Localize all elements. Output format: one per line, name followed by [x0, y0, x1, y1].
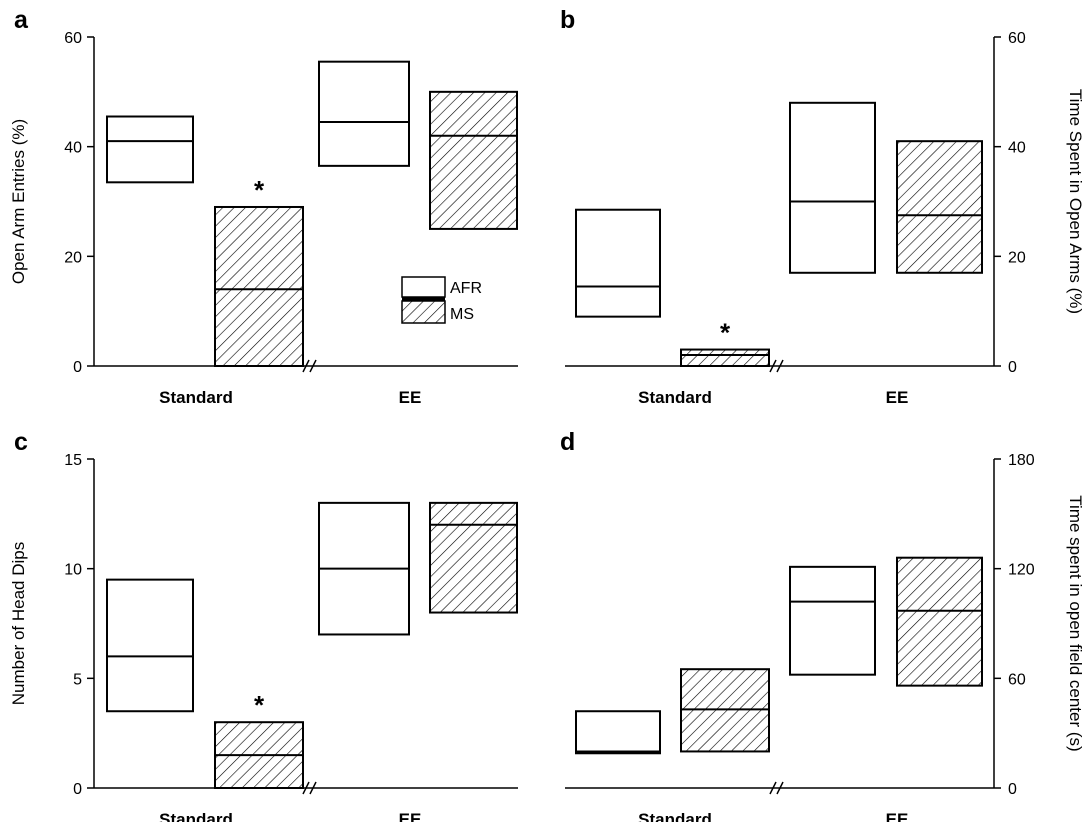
axis-break-mark	[776, 781, 784, 795]
significance-star: *	[254, 175, 265, 205]
significance-star: *	[720, 318, 731, 348]
panels: a 0 20 40 60 Open Arm Entries (%) Standard EE * A…	[9, 6, 1085, 822]
legend-afr-label: AFR	[450, 280, 482, 297]
category-label: EE	[886, 810, 909, 822]
category-label: Standard	[638, 810, 712, 822]
y-tick-label: 120	[1008, 562, 1035, 579]
y-tick-label: 40	[1008, 140, 1026, 157]
significance-star: *	[254, 690, 265, 720]
legend-ms-label: MS	[450, 306, 474, 323]
y-tick-label: 60	[1008, 671, 1026, 688]
afr-box	[106, 115, 194, 184]
panel-letter: b	[560, 6, 575, 34]
panel-a: a 0 20 40 60 Open Arm Entries (%) Standard EE * A…	[9, 6, 518, 407]
panel-letter: d	[560, 428, 575, 456]
legend-afr-swatch	[401, 276, 446, 298]
axis-break-mark	[769, 781, 777, 795]
y-axis-title: Time Spent in Open Arms (%)	[1066, 89, 1085, 314]
afr-box	[575, 208, 661, 318]
afr-box	[789, 565, 876, 676]
panel-c: c 0 5 10 15 Number of Head Dips Standard EE *	[9, 428, 518, 822]
afr-box	[106, 578, 194, 713]
axis-break-mark	[302, 781, 310, 795]
y-tick-label: 20	[1008, 249, 1026, 266]
axis-break-mark	[776, 359, 784, 373]
axis-break-mark	[769, 359, 777, 373]
ms-box	[896, 140, 983, 274]
axis-break-mark	[302, 359, 310, 373]
ms-box	[896, 556, 983, 687]
y-tick-label: 0	[1008, 359, 1017, 376]
afr-box	[789, 101, 876, 274]
y-tick-label: 180	[1008, 452, 1035, 469]
legend: AFR MS	[401, 276, 482, 324]
y-tick-label: 10	[64, 562, 82, 579]
axis-break-mark	[309, 781, 317, 795]
y-tick-label: 60	[64, 30, 82, 47]
panel-b: b 0 20 40 60 Time Spent in Open Arms (%) Stand…	[560, 6, 1085, 407]
y-tick-label: 0	[1008, 781, 1017, 798]
y-axis-title: Time spent in open field center (s)	[1066, 495, 1085, 751]
afr-box	[318, 60, 410, 167]
ms-box	[680, 348, 770, 367]
panel-letter: a	[14, 6, 29, 34]
y-axis-title: Open Arm Entries (%)	[9, 119, 28, 284]
panel-letter: c	[14, 428, 28, 456]
category-label: Standard	[159, 810, 233, 822]
y-tick-label: 20	[64, 249, 82, 266]
axis-break-mark	[309, 359, 317, 373]
category-label: EE	[399, 388, 422, 407]
ms-box	[429, 501, 518, 614]
category-label: EE	[399, 810, 422, 822]
category-label: Standard	[159, 388, 233, 407]
y-tick-label: 40	[64, 140, 82, 157]
y-tick-label: 60	[1008, 30, 1026, 47]
y-tick-label: 5	[73, 671, 82, 688]
legend-ms-swatch	[401, 300, 446, 324]
afr-box	[575, 710, 661, 755]
y-axis-title: Number of Head Dips	[9, 542, 28, 705]
category-label: EE	[886, 388, 909, 407]
panel-d: d 0 60 120 180 Time spent in open field cente…	[560, 428, 1085, 822]
ms-box	[214, 205, 304, 367]
y-tick-label: 0	[73, 359, 82, 376]
y-tick-label: 15	[64, 452, 82, 469]
category-label: Standard	[638, 388, 712, 407]
y-tick-label: 0	[73, 781, 82, 798]
ms-box	[429, 90, 518, 230]
